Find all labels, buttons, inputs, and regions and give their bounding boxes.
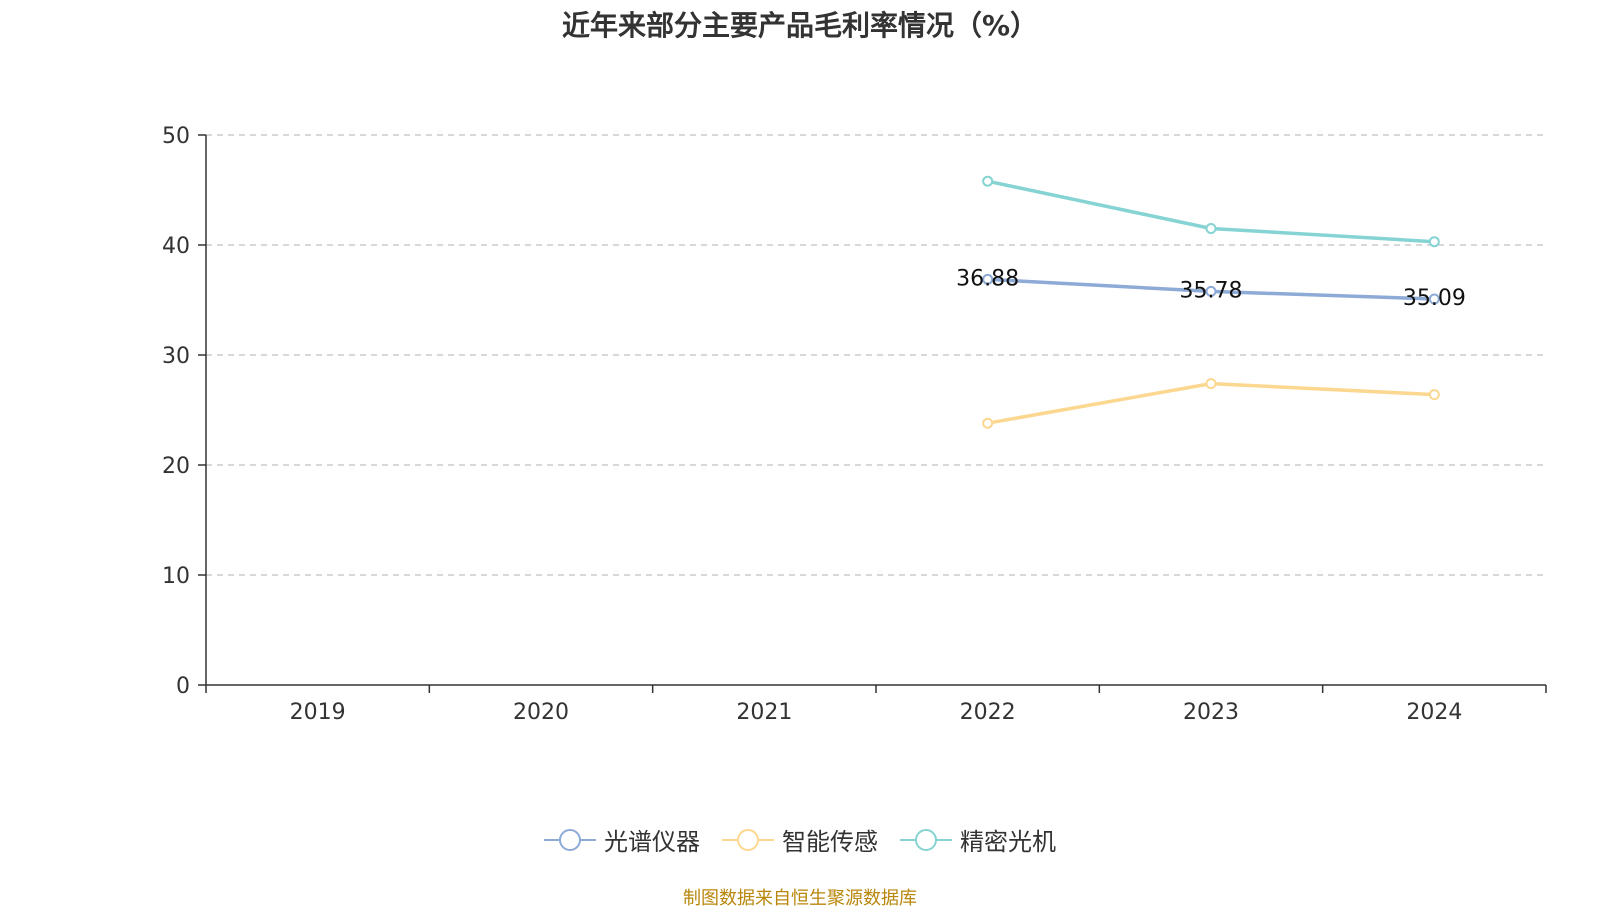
source-note: 制图数据来自恒生聚源数据库 bbox=[683, 888, 917, 909]
data-point bbox=[982, 273, 994, 285]
y-tick-label: 20 bbox=[162, 454, 190, 479]
line-chart: 0 10 20 30 40 50 2019 2020 2021 2022 2023 2024 36.8… bbox=[162, 124, 1547, 725]
legend-swatch-circle bbox=[915, 828, 937, 851]
data-point bbox=[1205, 223, 1217, 234]
x-tick-label: 2024 bbox=[1406, 700, 1462, 725]
legend-swatch-icon bbox=[544, 828, 596, 851]
legend-item[interactable]: 精密光机 bbox=[900, 822, 1056, 857]
legend-item[interactable]: 光谱仪器 bbox=[544, 822, 700, 857]
data-point bbox=[1428, 293, 1440, 305]
data-labels: 36.88 35.78 35.09 bbox=[956, 266, 1466, 311]
y-tick-label: 10 bbox=[162, 564, 190, 589]
data-label: 35.78 bbox=[1180, 278, 1243, 303]
legend-item[interactable]: 智能传感 bbox=[722, 822, 878, 857]
x-tick-label: 2022 bbox=[960, 700, 1016, 725]
series-lines bbox=[982, 175, 1440, 429]
legend-swatch-circle bbox=[559, 828, 581, 851]
y-tick-label: 50 bbox=[162, 124, 190, 149]
axes: 0 10 20 30 40 50 2019 2020 2021 2022 2023 2024 bbox=[162, 124, 1547, 725]
x-tick-label: 2023 bbox=[1183, 700, 1239, 725]
data-point bbox=[1205, 285, 1217, 297]
y-tick-label: 30 bbox=[162, 344, 190, 369]
grid-lines bbox=[206, 134, 1546, 576]
legend-swatch-icon bbox=[722, 828, 774, 851]
legend-swatch-icon bbox=[900, 828, 952, 851]
data-point bbox=[1428, 389, 1440, 401]
legend-label: 精密光机 bbox=[960, 828, 1056, 856]
data-point bbox=[1428, 236, 1440, 248]
x-tick-label: 2021 bbox=[736, 700, 792, 725]
y-tick-label: 0 bbox=[176, 674, 190, 699]
chart-title: 近年来部分主要产品毛利率情况（%） bbox=[561, 9, 1039, 42]
data-label: 35.09 bbox=[1403, 286, 1466, 311]
x-tick-label: 2020 bbox=[513, 700, 569, 725]
data-label: 36.88 bbox=[956, 266, 1019, 291]
y-tick-label: 40 bbox=[162, 234, 190, 259]
legend: 光谱仪器 智能传感 精密光机 bbox=[0, 822, 1600, 857]
legend-label: 光谱仪器 bbox=[604, 828, 700, 856]
data-point bbox=[982, 417, 994, 429]
data-point bbox=[1205, 378, 1217, 390]
data-point bbox=[982, 175, 994, 187]
series-line-2 bbox=[987, 381, 1435, 425]
x-tick-label: 2019 bbox=[290, 700, 346, 725]
legend-label: 智能传感 bbox=[782, 828, 878, 856]
legend-swatch-circle bbox=[737, 828, 759, 851]
